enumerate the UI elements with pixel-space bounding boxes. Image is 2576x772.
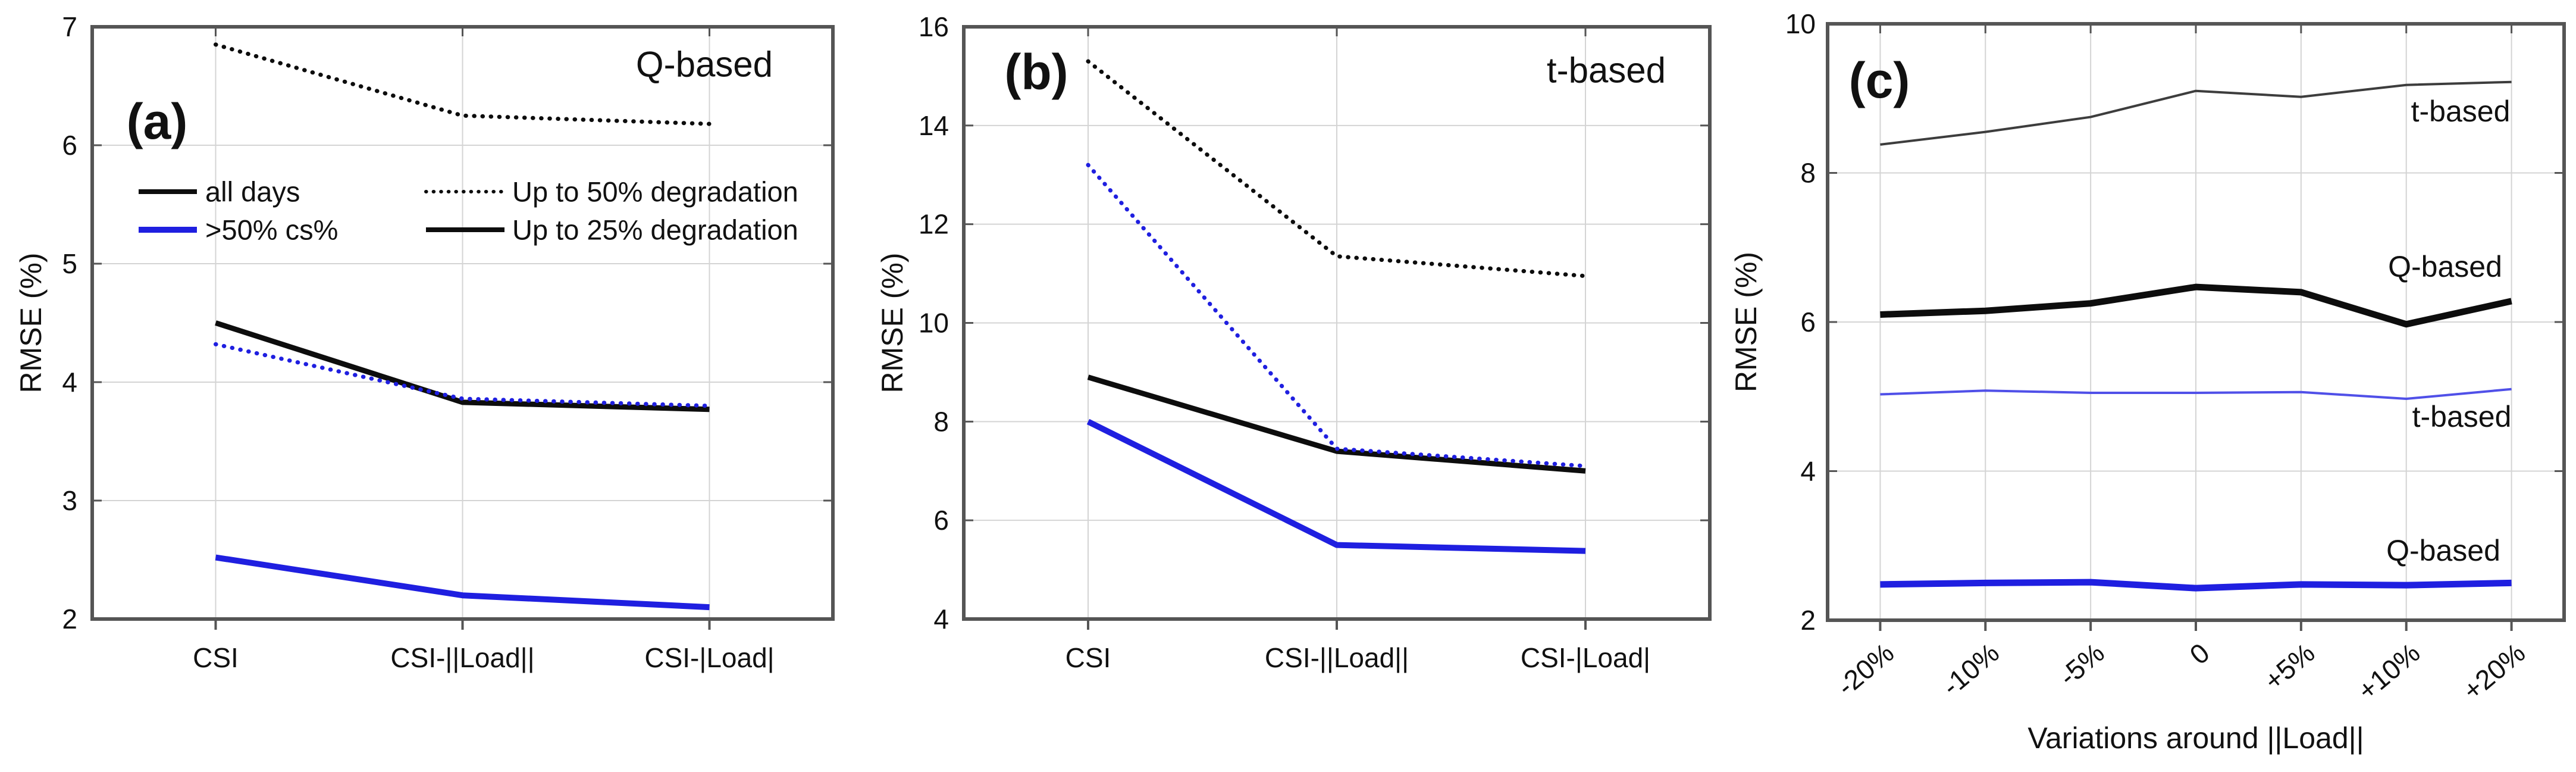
line-label: Q-based: [2386, 534, 2500, 567]
x-tick-label: -5%: [2053, 637, 2110, 692]
x-tick-label: +10%: [2352, 637, 2426, 706]
panel-letter: (c): [1849, 52, 1910, 108]
y-tick-label: 6: [933, 505, 949, 536]
x-tick-label: CSI-||Load||: [390, 642, 534, 673]
x-tick-label: CSI-||Load||: [1265, 642, 1409, 673]
x-tick-label: CSI: [193, 642, 239, 673]
panel-letter: (a): [127, 93, 188, 149]
x-tick-label: 0: [2184, 637, 2215, 670]
line-label: Q-based: [2388, 250, 2502, 283]
panel-c-chart: 2 4 6 8 10 -20% -10% -5% 0 +5% +10% +20% RMSE (%) Var…: [1729, 8, 2566, 755]
y-tick-label: 4: [933, 604, 949, 635]
series-line: [1087, 374, 1586, 474]
panel-a-chart: 2 3 4 5 6 7 CSI CSI-||Load|| CSI-|Load| RMSE (%) Q…: [14, 11, 835, 673]
x-tick-label: CSI-|Load|: [1521, 642, 1650, 673]
x-tick-label: CSI-|Load|: [644, 642, 774, 673]
line-label: t-based: [2412, 400, 2512, 433]
y-tick-label: 10: [1785, 8, 1816, 39]
y-tick-label: 5: [62, 248, 77, 279]
y-tick-label: 12: [919, 209, 949, 240]
legend-label: all days: [205, 176, 300, 208]
y-tick-label: 4: [1800, 456, 1816, 487]
series-line: [1880, 387, 2512, 401]
series-line: [1880, 579, 2512, 592]
x-axis-label: Variations around ||Load||: [2027, 721, 2364, 755]
x-tick-label: -20%: [1831, 637, 1900, 702]
y-axis-label: RMSE (%): [14, 252, 48, 393]
y-tick-label: 10: [919, 308, 949, 339]
x-tick-label: CSI: [1066, 642, 1111, 673]
y-axis-label: RMSE (%): [1729, 252, 1763, 392]
series-line: [1086, 418, 1586, 554]
legend-label: >50% cs%: [205, 214, 338, 246]
y-tick-label: 7: [62, 11, 77, 42]
x-tick-label: -10%: [1936, 637, 2005, 702]
series-line: [215, 320, 710, 412]
x-tick-label: +5%: [2258, 637, 2321, 696]
legend-label: Up to 50% degradation: [512, 176, 798, 208]
y-axis-label: RMSE (%): [876, 252, 909, 393]
series-line: [214, 42, 712, 126]
series-line: [214, 342, 712, 408]
series-line: [215, 554, 710, 611]
y-tick-label: 6: [62, 130, 77, 161]
line-label: t-based: [2411, 95, 2511, 128]
series-line: [1880, 283, 2512, 328]
y-tick-label: 16: [919, 11, 949, 42]
y-tick-label: 3: [62, 485, 77, 516]
panel-b-chart: 4 6 8 10 12 14 16 CSI CSI-||Load|| CSI-|Load| RMSE…: [876, 11, 1712, 673]
y-tick-label: 2: [62, 604, 77, 635]
panel-title: Q-based: [636, 45, 773, 85]
panel-title: t-based: [1547, 51, 1666, 90]
y-tick-label: 14: [919, 110, 949, 141]
x-tick-label: +20%: [2457, 637, 2531, 706]
panel-letter: (b): [1004, 44, 1068, 100]
series-line: [1086, 162, 1588, 468]
y-tick-label: 2: [1800, 605, 1816, 636]
y-tick-label: 8: [933, 406, 949, 437]
series-line: [1880, 80, 2512, 146]
y-tick-label: 8: [1800, 158, 1816, 189]
y-tick-label: 6: [1800, 307, 1816, 337]
y-tick-label: 4: [62, 367, 77, 398]
legend-label: Up to 25% degradation: [512, 214, 798, 246]
